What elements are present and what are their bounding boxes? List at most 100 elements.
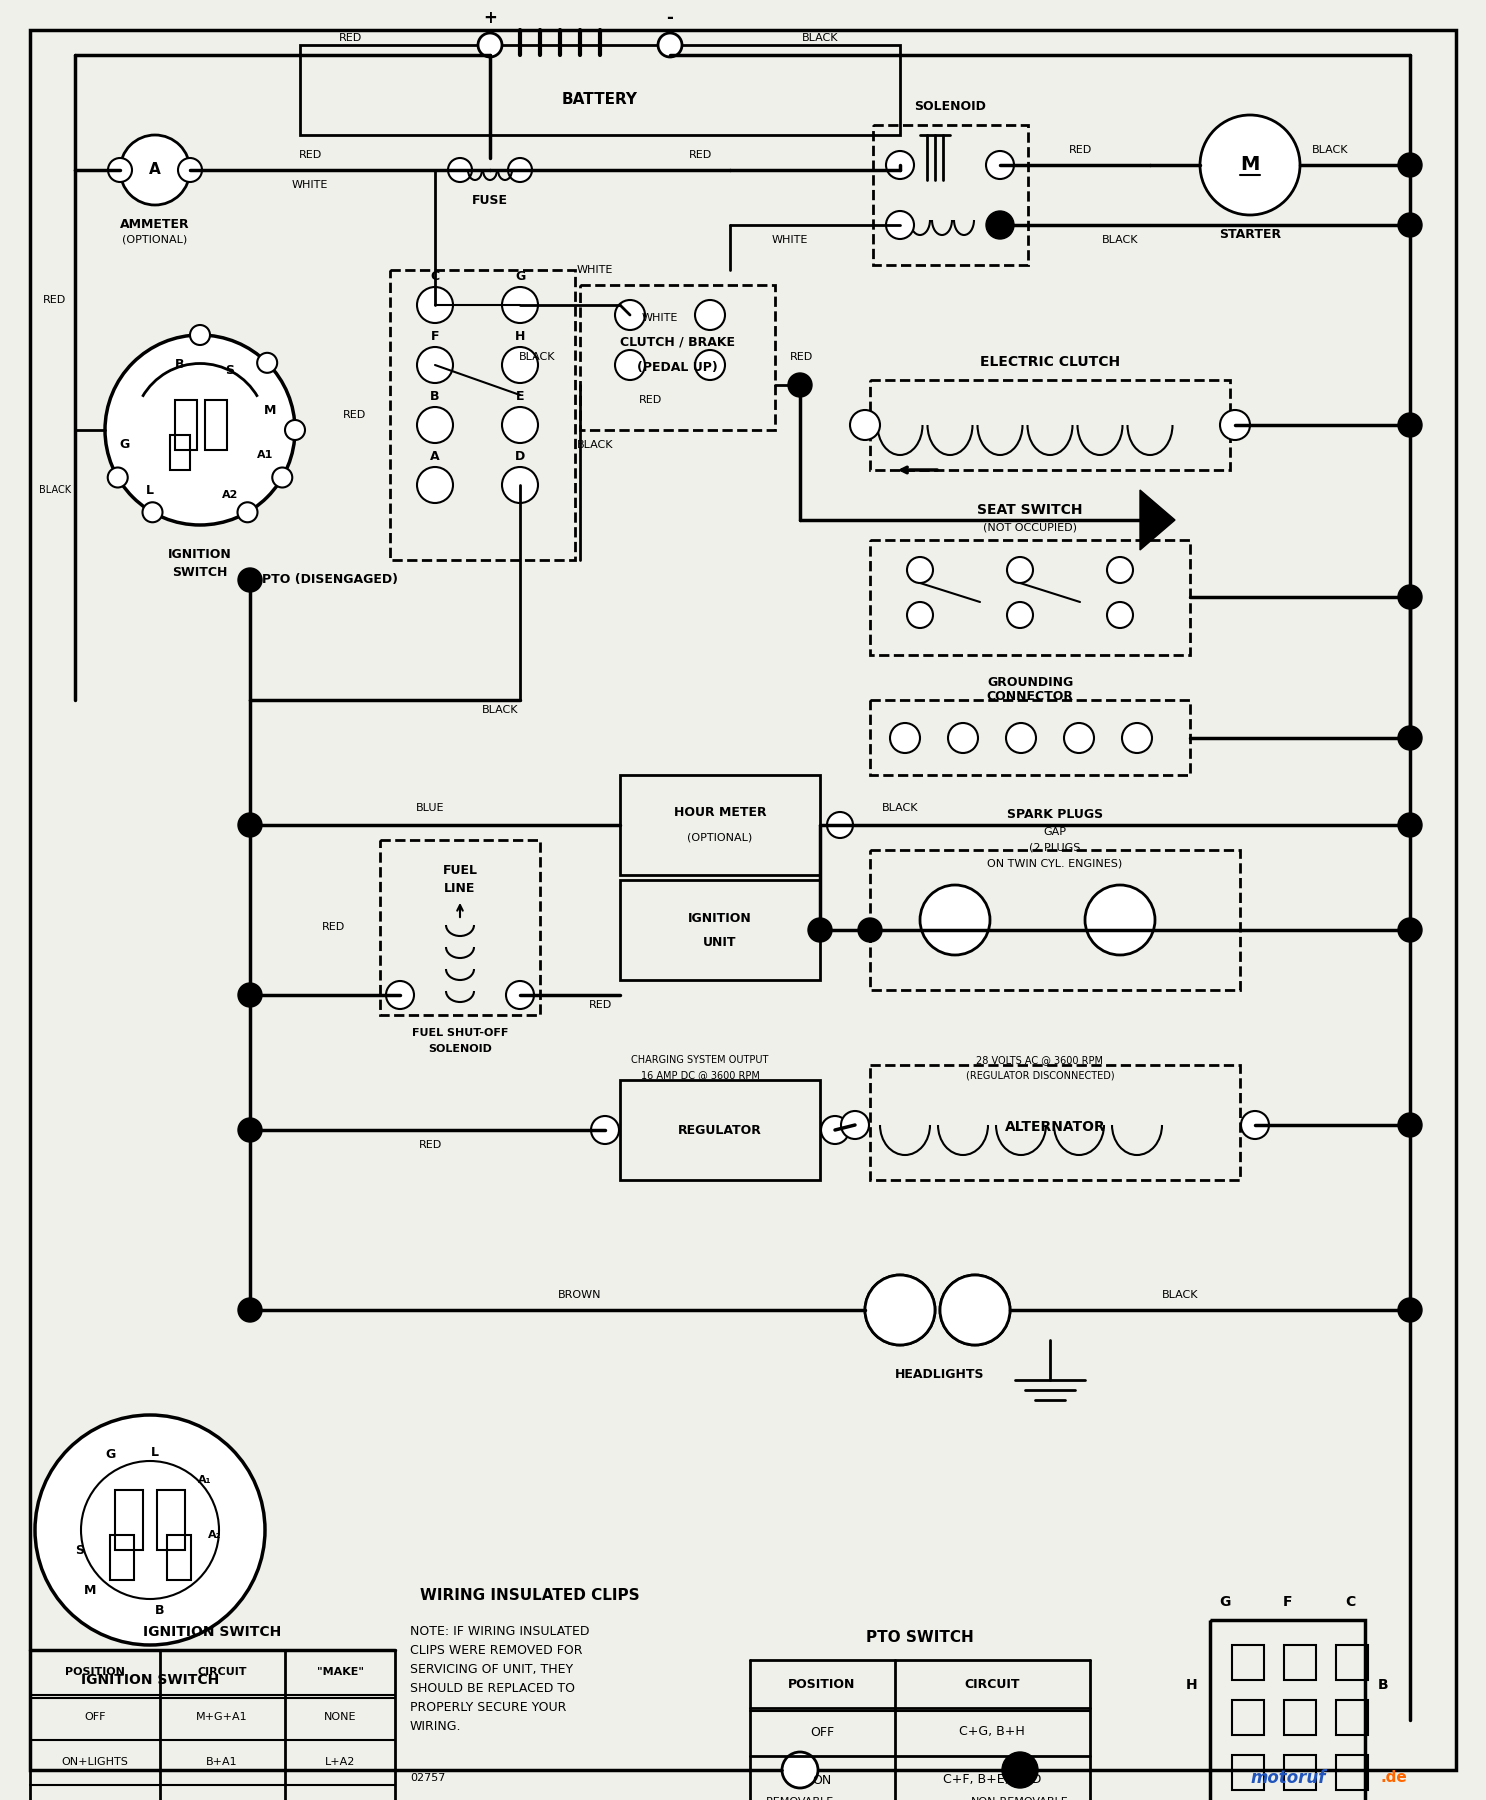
Text: BLACK: BLACK	[481, 706, 519, 715]
Circle shape	[478, 32, 502, 58]
Circle shape	[1398, 412, 1422, 437]
Circle shape	[920, 886, 990, 956]
Text: C+F, B+E, A+D: C+F, B+E, A+D	[942, 1773, 1042, 1786]
Circle shape	[386, 981, 415, 1010]
Circle shape	[1398, 725, 1422, 751]
Circle shape	[1398, 212, 1422, 238]
Text: RED: RED	[419, 1139, 441, 1150]
Circle shape	[1107, 601, 1132, 628]
Text: BLACK: BLACK	[1312, 146, 1348, 155]
Circle shape	[808, 918, 832, 941]
Circle shape	[1107, 556, 1132, 583]
Text: BLACK: BLACK	[519, 353, 554, 362]
Circle shape	[1008, 556, 1033, 583]
Text: BLACK: BLACK	[881, 803, 918, 814]
Circle shape	[987, 151, 1013, 178]
Text: RED: RED	[588, 1001, 612, 1010]
Text: SEAT SWITCH: SEAT SWITCH	[978, 502, 1083, 517]
Circle shape	[36, 1415, 265, 1645]
Text: A: A	[429, 450, 440, 463]
Text: BLACK: BLACK	[1162, 1291, 1198, 1300]
Circle shape	[418, 466, 453, 502]
Text: ALTERNATOR: ALTERNATOR	[1005, 1120, 1106, 1134]
Text: BATTERY: BATTERY	[562, 92, 637, 108]
Text: L+A2: L+A2	[325, 1757, 355, 1768]
Circle shape	[238, 569, 262, 592]
Circle shape	[1006, 724, 1036, 752]
Text: IGNITION SWITCH: IGNITION SWITCH	[143, 1625, 281, 1640]
Circle shape	[695, 301, 725, 329]
Text: NON-REMOVABLE: NON-REMOVABLE	[972, 1796, 1068, 1800]
Text: CHARGING SYSTEM OUTPUT: CHARGING SYSTEM OUTPUT	[632, 1055, 768, 1066]
Text: (REGULATOR DISCONNECTED): (REGULATOR DISCONNECTED)	[966, 1069, 1114, 1080]
Text: NONE: NONE	[324, 1712, 357, 1723]
Circle shape	[615, 301, 645, 329]
Bar	[205, 400, 227, 450]
Bar	[114, 1490, 143, 1550]
Text: CLUTCH / BRAKE: CLUTCH / BRAKE	[620, 335, 734, 349]
Bar	[1284, 1699, 1317, 1735]
Text: RED: RED	[322, 922, 345, 932]
Circle shape	[1398, 1112, 1422, 1138]
Circle shape	[418, 286, 453, 322]
Text: ELECTRIC CLUTCH: ELECTRIC CLUTCH	[979, 355, 1120, 369]
Text: OFF: OFF	[85, 1712, 106, 1723]
Text: IGNITION: IGNITION	[688, 911, 752, 925]
Text: A1: A1	[257, 450, 273, 461]
Text: HOUR METER: HOUR METER	[673, 806, 767, 819]
Circle shape	[1064, 724, 1094, 752]
Text: G: G	[106, 1449, 114, 1462]
Bar	[620, 1080, 820, 1181]
Text: G: G	[514, 270, 525, 283]
Text: A₁: A₁	[198, 1474, 211, 1485]
Circle shape	[890, 724, 920, 752]
Text: POSITION: POSITION	[65, 1667, 125, 1678]
Bar	[158, 1490, 184, 1550]
Bar	[1210, 1620, 1366, 1800]
Bar	[869, 700, 1190, 776]
Circle shape	[507, 981, 533, 1010]
Text: +: +	[483, 9, 496, 27]
Circle shape	[788, 373, 811, 398]
Text: M: M	[265, 403, 276, 416]
Circle shape	[447, 158, 473, 182]
Circle shape	[285, 419, 305, 439]
Text: LINE: LINE	[444, 882, 476, 895]
Circle shape	[120, 135, 190, 205]
Bar	[1284, 1755, 1317, 1789]
Text: E: E	[516, 391, 525, 403]
Text: S: S	[226, 364, 235, 376]
Bar	[620, 880, 820, 979]
Circle shape	[865, 1274, 935, 1345]
Polygon shape	[1140, 490, 1175, 551]
Bar	[1336, 1645, 1369, 1679]
Bar	[389, 270, 575, 560]
Circle shape	[1398, 918, 1422, 941]
Circle shape	[906, 556, 933, 583]
Text: 16 AMP DC @ 3600 RPM: 16 AMP DC @ 3600 RPM	[640, 1069, 759, 1080]
Text: PTO (DISENGAGED): PTO (DISENGAGED)	[262, 574, 398, 587]
Bar	[1232, 1699, 1265, 1735]
Bar	[175, 400, 198, 450]
Circle shape	[1201, 115, 1300, 214]
Text: C+G, B+H: C+G, B+H	[958, 1726, 1025, 1739]
Bar	[1336, 1699, 1369, 1735]
Text: ON TWIN CYL. ENGINES): ON TWIN CYL. ENGINES)	[987, 859, 1122, 869]
Text: ON+LIGHTS: ON+LIGHTS	[61, 1757, 128, 1768]
Circle shape	[695, 349, 725, 380]
Text: BLACK: BLACK	[1101, 236, 1138, 245]
Text: RED: RED	[43, 295, 67, 304]
Circle shape	[108, 158, 132, 182]
Text: REGULATOR: REGULATOR	[678, 1123, 762, 1136]
Text: "MAKE": "MAKE"	[317, 1667, 364, 1678]
Text: SPARK PLUGS: SPARK PLUGS	[1008, 808, 1103, 821]
Text: B+A1: B+A1	[207, 1757, 238, 1768]
Text: ON: ON	[813, 1773, 832, 1786]
Text: A2: A2	[221, 490, 238, 500]
Text: WHITE: WHITE	[291, 180, 328, 191]
Circle shape	[1398, 1298, 1422, 1321]
Text: PTO SWITCH: PTO SWITCH	[866, 1631, 973, 1645]
Circle shape	[1398, 814, 1422, 837]
Circle shape	[418, 407, 453, 443]
Circle shape	[508, 158, 532, 182]
